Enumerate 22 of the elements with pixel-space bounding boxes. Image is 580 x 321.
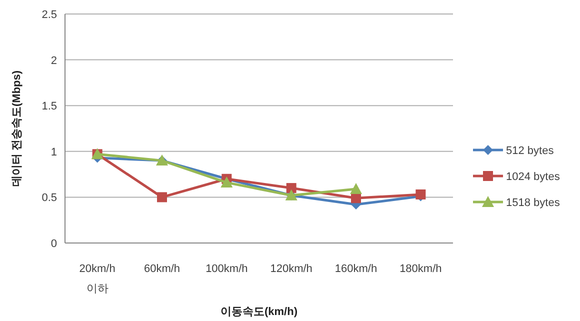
point bbox=[220, 176, 233, 188]
x-tick-label: 180km/h bbox=[400, 263, 442, 275]
x-tick-label: 120km/h bbox=[270, 263, 312, 275]
y-tick-label: 0 bbox=[50, 238, 57, 250]
point bbox=[350, 182, 362, 194]
y-tick-label: 1 bbox=[50, 146, 57, 158]
y-tick-label: 0.5 bbox=[42, 192, 57, 204]
legend-label: 1024 bytes bbox=[506, 171, 560, 183]
y-tick-label: 1.5 bbox=[42, 100, 57, 113]
x-tick-label: 60km/h bbox=[144, 263, 180, 275]
x-axis-title: 이동속도(km/h) bbox=[220, 306, 298, 318]
y-axis-title: 데이터 전송속도(Mbps) bbox=[11, 70, 23, 187]
x-tick-label: 100km/h bbox=[206, 263, 248, 275]
legend-label: 512 bytes bbox=[506, 145, 554, 157]
point bbox=[157, 192, 167, 202]
point bbox=[286, 183, 296, 194]
legend-label: 1518 bytes bbox=[506, 197, 560, 209]
y-tick-label: 2.5 bbox=[42, 9, 57, 21]
x-tick-label: 20km/h 이하 bbox=[79, 263, 116, 295]
y-tick-label: 2 bbox=[50, 54, 57, 67]
point bbox=[351, 193, 361, 204]
x-tick-label: 160km/h bbox=[334, 263, 378, 275]
